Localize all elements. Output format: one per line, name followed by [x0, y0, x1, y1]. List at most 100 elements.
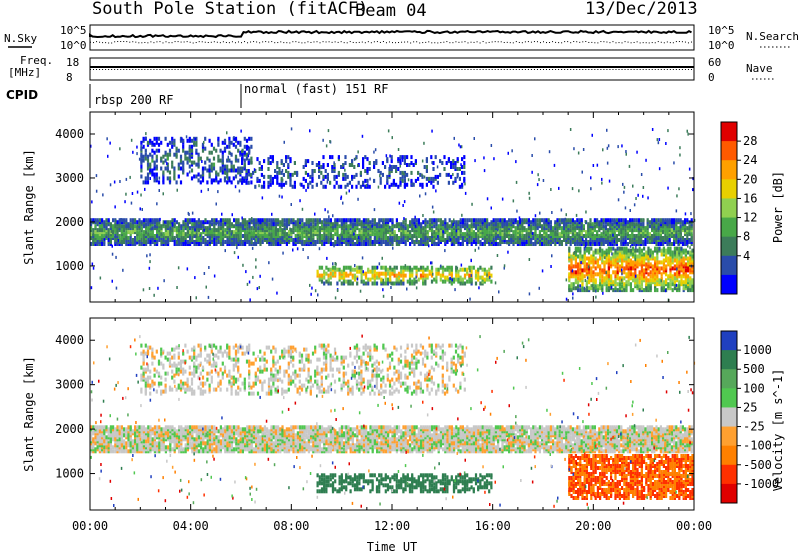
heatmap-cell: [512, 218, 515, 223]
heatmap-cell: [656, 274, 659, 279]
heatmap-cell: [691, 248, 694, 253]
heatmap-cell: [607, 254, 610, 259]
nsearch-dot: [162, 42, 164, 44]
heatmap-cell: [574, 252, 577, 257]
heatmap-cell: [226, 240, 229, 244]
heatmap-cell: [421, 182, 424, 187]
heatmap-cell: [94, 218, 97, 223]
heatmap-cell: [274, 169, 277, 173]
heatmap-cell: [208, 164, 211, 169]
heatmap-cell: [568, 264, 571, 269]
nsearch-dot: [213, 41, 215, 43]
heatmap-cell: [662, 266, 665, 271]
heatmap-cell: [221, 140, 224, 145]
heatmap-cell: [173, 222, 176, 227]
noise-tick-top-right: 10^5: [708, 24, 735, 37]
heatmap-cell: [525, 218, 528, 223]
heatmap-cell: [292, 218, 295, 223]
heatmap-cell: [616, 266, 619, 271]
heatmap-cell: [182, 220, 185, 225]
heatmap-cell: [423, 165, 426, 169]
heatmap-cell: [434, 155, 437, 160]
heatmap-cell: [413, 218, 416, 223]
heatmap-cell: [419, 265, 423, 270]
heatmap-cell: [570, 258, 573, 263]
heatmap-cell: [450, 281, 453, 286]
nave-label: Nave: [746, 62, 773, 75]
heatmap-cell: [118, 234, 121, 238]
heatmap-cell: [241, 157, 244, 162]
heatmap-cell: [596, 242, 599, 246]
heatmap-cell: [177, 174, 180, 179]
heatmap-cell: [447, 157, 450, 162]
heatmap-cell: [202, 240, 205, 244]
nave-dot: [473, 69, 475, 70]
heatmap-cell: [287, 174, 290, 179]
heatmap-cell: [437, 267, 440, 272]
heatmap-cell: [576, 232, 579, 237]
heatmap-cell: [588, 286, 591, 291]
heatmap-cell: [368, 161, 371, 165]
heatmap-cell: [175, 234, 178, 238]
heatmap-cell: [310, 236, 313, 240]
heatmap-cell: [688, 238, 691, 242]
nave-dot: [663, 69, 665, 70]
nave-dot: [558, 69, 560, 70]
heatmap-cell: [369, 224, 372, 229]
heatmap-cell: [657, 236, 660, 240]
nsearch-dot: [521, 42, 523, 44]
heatmap-cell: [149, 218, 152, 223]
freq-strip: [90, 66, 694, 70]
heatmap-cell: [222, 222, 225, 227]
nsearch-dot: [681, 41, 683, 43]
heatmap-cell: [605, 280, 608, 285]
heatmap-cell: [391, 218, 394, 223]
heatmap-cell: [323, 281, 326, 286]
heatmap-cell: [415, 236, 418, 240]
heatmap-cell: [649, 262, 652, 267]
heatmap-cell: [595, 289, 597, 293]
heatmap-cell: [217, 180, 220, 185]
heatmap-cell: [285, 155, 288, 160]
heatmap-cell: [475, 218, 478, 223]
nsearch-dot: [286, 42, 288, 44]
heatmap-cell: [431, 205, 434, 209]
heatmap-cell: [395, 273, 398, 278]
heatmap-cell: [649, 278, 652, 283]
heatmap-cell: [173, 174, 176, 179]
heatmap-cell: [618, 282, 621, 287]
heatmap-cell: [632, 288, 635, 293]
heatmap-cell: [640, 268, 643, 273]
heatmap-cell: [413, 277, 416, 282]
heatmap-cell: [470, 269, 473, 274]
heatmap-cell: [525, 232, 528, 237]
freq-unit-label: [MHz]: [8, 66, 41, 79]
heatmap-cell: [351, 218, 354, 223]
heatmap-cell: [678, 270, 681, 275]
nave-dot: [310, 69, 312, 70]
heatmap-cell: [364, 184, 367, 189]
heatmap-cell: [362, 165, 365, 169]
heatmap-cell: [592, 164, 595, 167]
heatmap-cell: [213, 242, 216, 246]
nsearch-dot: [352, 41, 354, 43]
heatmap-cell: [432, 176, 435, 181]
heatmap-cell: [490, 220, 493, 225]
heatmap-cell: [215, 228, 218, 233]
heatmap-cell: [146, 162, 150, 167]
nsearch-dot: [597, 42, 599, 44]
heatmap-cell: [292, 238, 295, 242]
heatmap-cell: [447, 180, 450, 185]
heatmap-cell: [94, 230, 97, 235]
heatmap-cell: [345, 218, 348, 223]
nsearch-dot: [543, 41, 544, 43]
heatmap-cell: [237, 228, 240, 233]
heatmap-cell: [413, 265, 416, 270]
heatmap-cell: [323, 275, 326, 280]
heatmap-cell: [340, 165, 343, 169]
heatmap-cell: [373, 178, 376, 183]
heatmap-cell: [289, 176, 292, 181]
heatmap-cell: [340, 230, 343, 235]
heatmap-cell: [437, 228, 440, 233]
heatmap-cell: [577, 262, 580, 267]
